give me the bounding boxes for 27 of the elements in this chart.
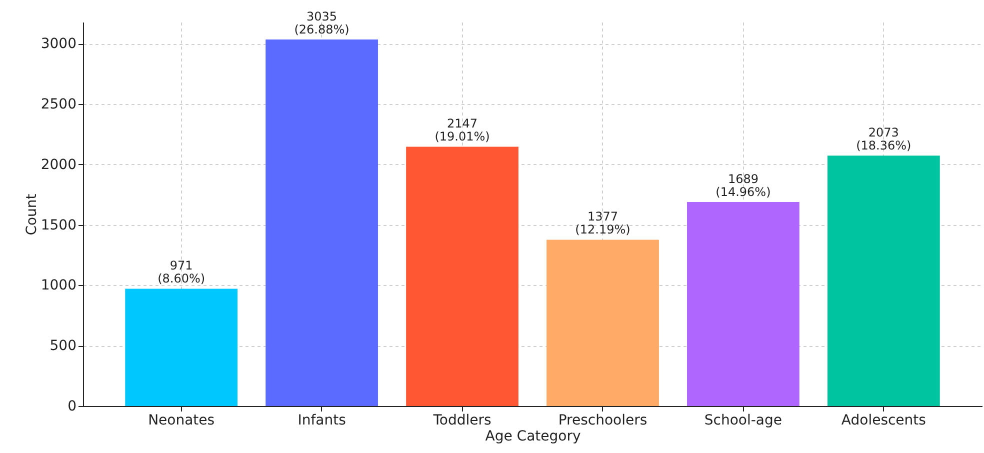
data-label: 3035 (26.88%) [294, 10, 350, 37]
y-tick-label: 0 [68, 398, 76, 414]
data-label: 2147 (19.01%) [434, 116, 490, 144]
y-tick-label: 3000 [40, 36, 76, 52]
bar [687, 202, 800, 406]
x-tick-label: Adolescents [841, 412, 926, 428]
bar [125, 288, 238, 406]
bar [546, 240, 659, 406]
x-tick-label: Neonates [148, 412, 215, 428]
data-label: 1689 (14.96%) [716, 172, 771, 200]
bar [827, 156, 940, 406]
x-tick-label: Toddlers [432, 412, 492, 428]
x-axis-title: Age Category [485, 428, 581, 444]
y-tick-label: 1000 [40, 278, 76, 294]
bar [266, 40, 378, 406]
bar [406, 146, 518, 406]
y-axis-title: Count [24, 193, 40, 236]
data-label: 2073 (18.36%) [856, 126, 912, 153]
x-tick-label: Preschoolers [558, 412, 648, 428]
y-tick-label: 2000 [40, 156, 76, 173]
y-tick-label: 500 [50, 338, 76, 354]
data-label: 971 (8.60%) [158, 258, 206, 286]
data-label: 1377 (12.19%) [575, 210, 630, 237]
y-tick-label: 2500 [40, 96, 76, 113]
y-tick-label: 1500 [40, 217, 76, 234]
x-tick-label: School-age [704, 412, 782, 428]
x-tick-label: Infants [298, 412, 346, 428]
